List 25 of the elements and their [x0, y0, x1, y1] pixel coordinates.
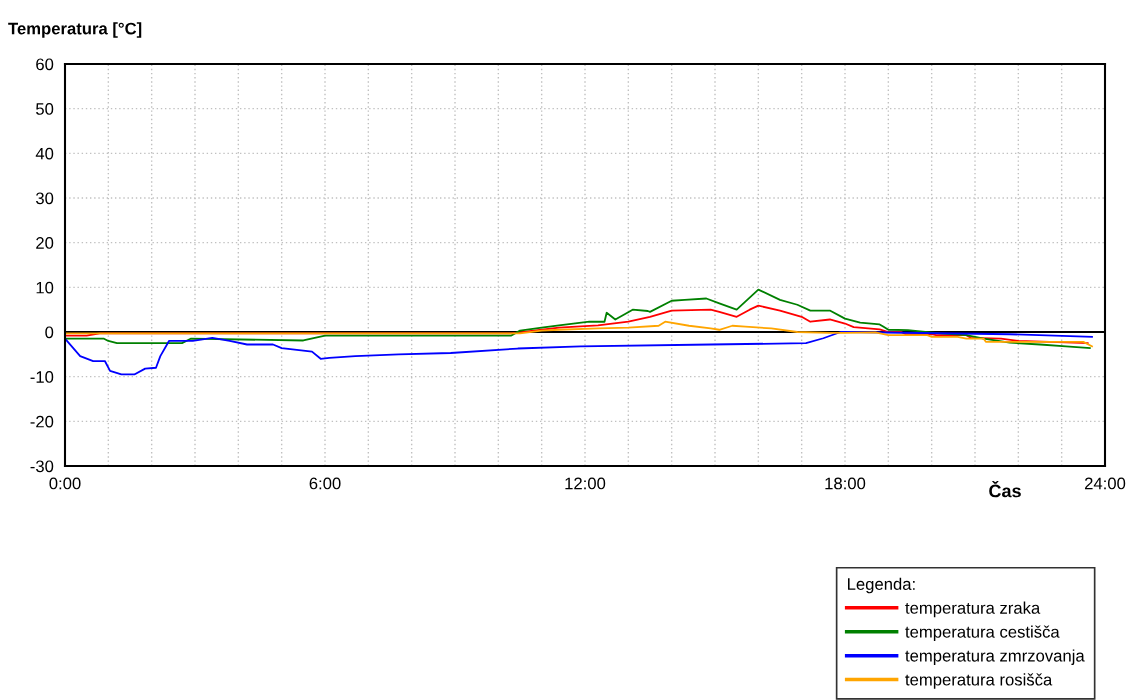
- x-tick-label: 24:00: [1084, 477, 1126, 490]
- line-series: [65, 331, 1093, 376]
- x-tick-label: 12:00: [565, 477, 606, 490]
- y-tick-label: 50: [36, 103, 54, 115]
- y-tick-label: 10: [36, 281, 54, 294]
- y-tick-label: 60: [36, 58, 54, 71]
- line-series: [65, 320, 1093, 348]
- y-tick-label: 0: [45, 326, 54, 339]
- x-tick-label: 6:00: [309, 477, 341, 490]
- line-series: [65, 288, 1091, 349]
- y-tick-label: 20: [36, 237, 54, 249]
- x-axis-title: Čas: [989, 481, 1021, 498]
- y-tick-label: 40: [35, 147, 54, 160]
- legend-title: Legenda:: [848, 577, 915, 594]
- chart-title: Temperatura [°C]: [8, 22, 142, 38]
- legend-label: temperatura zmrzovanja: [905, 649, 1085, 665]
- y-tick-label: -20: [30, 415, 54, 428]
- legend-label: temperatura rosišča: [905, 673, 1053, 689]
- x-tick-label: 18:00: [825, 477, 866, 490]
- y-tick-label: 30: [35, 192, 54, 205]
- y-tick-label: -10: [30, 371, 54, 383]
- x-tick-label: 0:00: [49, 477, 81, 490]
- legend-label: temperatura cestišča: [905, 625, 1060, 642]
- y-tick-label: -30: [30, 460, 54, 473]
- legend-label: temperatura zraka: [905, 601, 1041, 618]
